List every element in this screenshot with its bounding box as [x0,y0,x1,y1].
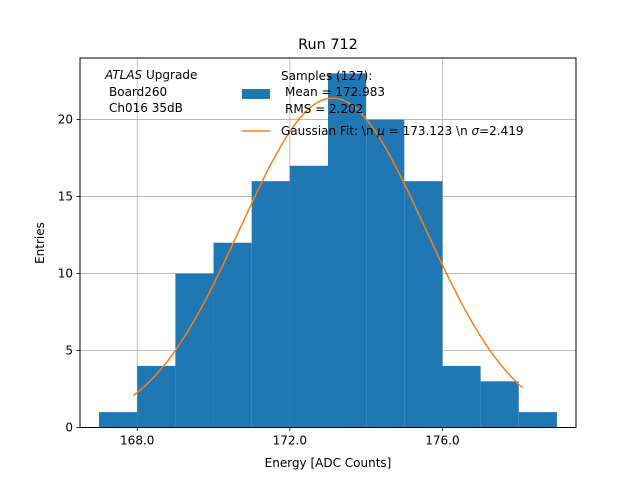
legend-rms: RMS = 2.202 [285,102,363,116]
x-tick-label: 176.0 [425,434,459,448]
chart-title: Run 712 [298,37,358,53]
histogram-bar [175,273,214,428]
x-axis-ticks: 168.0 172.0 176.0 [120,427,460,448]
x-tick-label: 168.0 [120,434,154,448]
plot-frame [79,57,577,428]
histogram-bar [251,181,290,428]
annotation-experiment: ATLAS [104,68,143,82]
x-tick-label: 172.0 [273,434,307,448]
legend-mean: Mean = 172.983 [285,85,385,99]
histogram-bar [99,412,138,428]
annotation-experiment-suffix: Upgrade [146,68,197,82]
gaussian-fit-curve [132,97,524,397]
histogram-bar [328,73,367,428]
histogram-bar [480,381,519,428]
histogram-bar [289,165,328,428]
legend-histogram-swatch [242,89,270,99]
y-tick-label: 5 [65,344,73,358]
histogram-bar [366,119,405,428]
histogram-bar [442,365,481,428]
histogram-bars [99,73,557,428]
legend-samples-count: Samples (127): [281,69,372,83]
histogram-bar [137,365,176,428]
y-tick-label: 20 [58,113,73,127]
histogram-bar [404,181,443,428]
legend: Samples (127): Mean = 172.983 RMS = 2.20… [242,69,524,138]
y-tick-label: 10 [58,267,73,281]
y-tick-label: 15 [58,190,73,204]
annotation-line-2: Board260 [109,85,167,99]
annotation-line-3: Ch016 35dB [109,101,183,115]
histogram-bar [518,412,557,428]
y-axis-label: Entries [33,222,47,264]
histogram-bar [213,242,252,428]
y-axis-ticks: 0 5 10 15 20 [58,113,80,435]
annotation-line-1: ATLAS Upgrade [104,68,197,82]
legend-fit-label: Gaussian Fit: \n μ = 173.123 \n σ=2.419 [281,124,524,138]
y-tick-label: 0 [65,421,73,435]
x-axis-label: Energy [ADC Counts] [265,456,392,470]
atlas-annotation: ATLAS Upgrade Board260 Ch016 35dB [104,68,197,115]
